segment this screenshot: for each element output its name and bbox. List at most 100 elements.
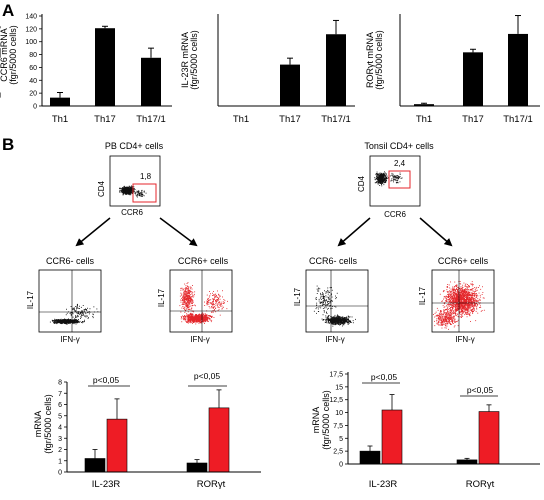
event-dot xyxy=(202,317,204,318)
event-dot xyxy=(183,306,185,308)
event-dot xyxy=(65,319,67,321)
event-dot xyxy=(85,308,86,310)
event-dot xyxy=(384,182,386,183)
event-dot xyxy=(185,317,187,319)
event-dot xyxy=(453,300,455,302)
bar xyxy=(280,64,300,106)
event-dot xyxy=(382,175,384,177)
event-dot xyxy=(80,306,82,308)
event-dot xyxy=(194,291,196,293)
event-dot xyxy=(453,288,454,290)
event-dot xyxy=(71,320,73,322)
event-dot xyxy=(138,190,140,192)
event-dot xyxy=(71,320,73,322)
event-dot xyxy=(187,321,189,322)
event-dot xyxy=(198,318,200,320)
event-dot xyxy=(126,193,127,195)
event-dot xyxy=(320,299,322,300)
event-dot xyxy=(206,300,208,302)
event-dot xyxy=(455,305,457,306)
event-dot xyxy=(119,190,121,192)
event-dot xyxy=(469,305,471,307)
flow-tonsil-ccr6pos-frame xyxy=(431,269,495,333)
event-dot xyxy=(190,300,192,302)
event-dot xyxy=(341,323,343,325)
event-dot xyxy=(72,319,74,321)
event-dot xyxy=(183,292,185,294)
event-dot xyxy=(382,173,384,175)
event-dot xyxy=(345,321,346,323)
event-dot xyxy=(329,304,331,306)
event-dot xyxy=(339,321,341,322)
event-dot xyxy=(207,316,209,318)
event-dot xyxy=(78,322,80,323)
event-dot xyxy=(461,286,463,288)
event-dot xyxy=(379,175,380,177)
event-dot xyxy=(76,320,78,322)
event-dot xyxy=(183,316,184,317)
event-dot xyxy=(196,318,198,320)
event-dot xyxy=(72,319,74,321)
event-dot xyxy=(69,319,71,321)
event-dot xyxy=(209,299,211,301)
event-dot xyxy=(96,308,98,310)
event-dot xyxy=(190,313,192,315)
event-dot xyxy=(460,314,462,315)
event-dot xyxy=(336,316,338,318)
event-dot xyxy=(396,178,398,179)
event-dot xyxy=(131,188,133,189)
event-dot xyxy=(126,188,128,190)
event-dot xyxy=(131,192,133,194)
event-dot xyxy=(208,320,209,322)
event-dot xyxy=(396,181,398,183)
event-dot xyxy=(190,316,191,318)
event-dot xyxy=(187,316,189,318)
event-dot xyxy=(323,300,325,302)
event-dot xyxy=(335,298,337,300)
event-dot xyxy=(478,292,480,294)
event-dot xyxy=(377,183,379,184)
event-dot xyxy=(454,309,456,311)
event-dot xyxy=(136,190,138,192)
event-dot xyxy=(133,189,135,191)
flow-pb-ccr6pos-dots xyxy=(179,282,228,325)
event-dot xyxy=(128,185,130,187)
event-dot xyxy=(195,314,197,316)
event-dot xyxy=(186,295,187,296)
event-dot xyxy=(322,297,324,299)
event-dot xyxy=(67,320,69,322)
event-dot xyxy=(218,294,220,296)
event-dot xyxy=(462,287,464,288)
event-dot xyxy=(322,293,324,295)
flow-tonsil-ccr6neg-xlabel: IFN-γ xyxy=(325,335,345,344)
event-dot xyxy=(462,310,463,311)
event-dot xyxy=(451,290,453,292)
event-dot xyxy=(449,291,451,292)
event-dot xyxy=(454,306,456,308)
event-dot xyxy=(349,320,351,322)
event-dot xyxy=(474,300,476,302)
event-dot xyxy=(441,300,443,302)
event-dot xyxy=(127,191,129,193)
event-dot xyxy=(460,307,462,309)
event-dot xyxy=(392,175,394,177)
event-dot xyxy=(185,286,187,288)
event-dot xyxy=(454,312,456,314)
event-dot xyxy=(131,192,133,193)
event-dot xyxy=(323,297,325,299)
event-dot xyxy=(192,285,193,286)
event-dot xyxy=(207,318,208,320)
event-dot xyxy=(384,179,386,181)
event-dot xyxy=(182,296,184,298)
event-dot xyxy=(83,321,85,323)
event-dot xyxy=(385,177,387,178)
event-dot xyxy=(328,317,330,319)
event-dot xyxy=(343,320,345,321)
event-dot xyxy=(463,290,465,292)
event-dot xyxy=(196,317,198,319)
event-dot xyxy=(465,304,466,306)
event-dot xyxy=(66,312,68,314)
event-dot xyxy=(326,296,328,298)
event-dot xyxy=(130,189,132,190)
event-dot xyxy=(380,182,382,184)
